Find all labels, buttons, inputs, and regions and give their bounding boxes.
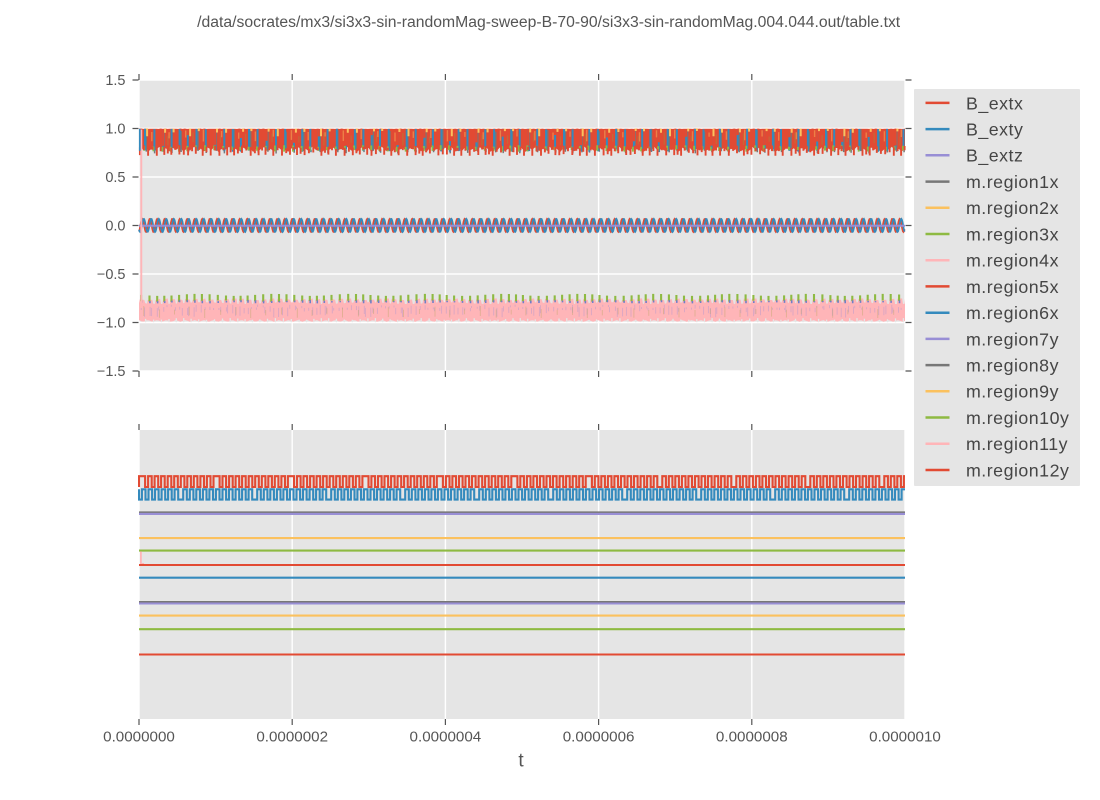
svg-text:B_extx: B_extx bbox=[966, 93, 1023, 114]
svg-text:0.0000004: 0.0000004 bbox=[410, 730, 482, 746]
svg-text:0.0000008: 0.0000008 bbox=[716, 730, 788, 746]
svg-text:−1.0: −1.0 bbox=[97, 316, 126, 332]
svg-text:m.region7y: m.region7y bbox=[966, 329, 1059, 349]
svg-text:m.region10y: m.region10y bbox=[966, 408, 1069, 428]
svg-text:−0.5: −0.5 bbox=[97, 267, 126, 283]
svg-text:0.0000010: 0.0000010 bbox=[869, 730, 941, 746]
svg-text:1.5: 1.5 bbox=[105, 73, 125, 89]
svg-text:m.region2x: m.region2x bbox=[966, 198, 1059, 218]
svg-text:B_extz: B_extz bbox=[966, 146, 1023, 167]
svg-text:m.region9y: m.region9y bbox=[966, 382, 1059, 402]
svg-text:0.5: 0.5 bbox=[105, 170, 125, 186]
svg-text:−1.5: −1.5 bbox=[97, 364, 126, 380]
svg-text:0.0000006: 0.0000006 bbox=[563, 730, 635, 746]
svg-text:m.region1x: m.region1x bbox=[966, 172, 1059, 192]
svg-text:m.region6x: m.region6x bbox=[966, 303, 1059, 323]
svg-text:B_exty: B_exty bbox=[966, 120, 1023, 141]
svg-text:t: t bbox=[518, 751, 524, 772]
svg-text:1.0: 1.0 bbox=[105, 122, 125, 138]
svg-text:/data/socrates/mx3/si3x3-sin-r: /data/socrates/mx3/si3x3-sin-randomMag-s… bbox=[197, 14, 901, 31]
svg-text:m.region5x: m.region5x bbox=[966, 277, 1059, 297]
svg-text:m.region3x: m.region3x bbox=[966, 224, 1059, 244]
svg-text:m.region8y: m.region8y bbox=[966, 356, 1059, 376]
svg-text:m.region4x: m.region4x bbox=[966, 251, 1059, 271]
svg-text:0.0000000: 0.0000000 bbox=[103, 730, 175, 746]
svg-text:m.region11y: m.region11y bbox=[966, 434, 1068, 454]
svg-text:m.region12y: m.region12y bbox=[966, 460, 1069, 480]
svg-text:0.0: 0.0 bbox=[105, 219, 125, 235]
svg-text:0.0000002: 0.0000002 bbox=[256, 730, 328, 746]
